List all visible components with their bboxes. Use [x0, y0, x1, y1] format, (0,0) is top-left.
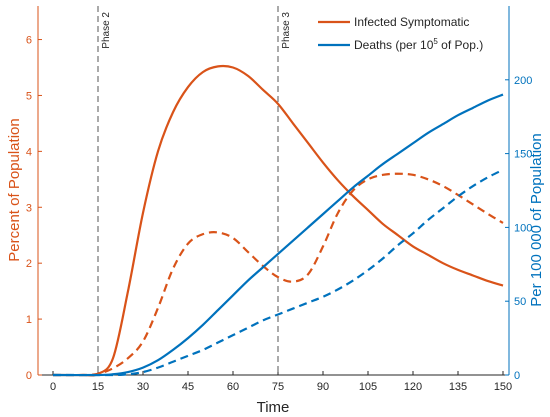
x-tick-label: 90	[317, 381, 329, 393]
ticks-layer: 0 15 30 45 60 75 90 105 120 135 150012345605010015…	[26, 35, 532, 393]
y-axis-right-label: Per 100 000 of Population	[528, 133, 545, 306]
legend-item-infected: Infected Symptomatic	[318, 15, 469, 29]
x-tick-label: 45	[182, 381, 194, 393]
phase-label: Phase 2	[101, 12, 112, 49]
x-axis-label: Time	[257, 399, 290, 416]
legend: Infected Symptomatic Deaths (per 105 of …	[318, 15, 483, 52]
series-line-0	[52, 64, 504, 377]
series-line-2	[52, 93, 504, 377]
legend-label-deaths: Deaths (per 105 of Pop.)	[354, 37, 483, 52]
x-tick-label: 0	[50, 381, 56, 393]
y-left-tick-label: 3	[26, 202, 32, 214]
x-tick-label: 135	[449, 381, 467, 393]
x-tick-label: 60	[227, 381, 239, 393]
x-tick-label: 75	[272, 381, 284, 393]
legend-label-infected: Infected Symptomatic	[354, 15, 469, 29]
y-right-tick-label: 100	[514, 222, 532, 234]
x-tick-label: 105	[359, 381, 377, 393]
x-tick-label: 150	[494, 381, 512, 393]
legend-label-deaths-post: of Pop.)	[438, 38, 483, 52]
y-left-tick-label: 5	[26, 90, 32, 102]
y-left-tick-label: 6	[26, 35, 32, 47]
x-tick-label: 30	[137, 381, 149, 393]
y-left-tick-label: 4	[26, 146, 32, 158]
y-left-tick-label: 1	[26, 314, 32, 326]
legend-label-deaths-pre: Deaths (per 10	[354, 38, 434, 52]
y-left-tick-label: 0	[26, 370, 32, 382]
phase-label: Phase 3	[281, 12, 292, 49]
x-tick-label: 120	[404, 381, 422, 393]
y-right-tick-label: 0	[514, 370, 520, 382]
series-line-3	[52, 168, 504, 377]
legend-label-deaths-sup: 5	[433, 37, 438, 46]
x-tick-label: 15	[92, 381, 104, 393]
series-layer	[52, 64, 504, 377]
legend-item-deaths: Deaths (per 105 of Pop.)	[318, 37, 483, 52]
y-right-tick-label: 200	[514, 75, 532, 87]
y-axis-left-label: Percent of Population	[6, 118, 23, 261]
phase-lines-layer: Phase 2 Phase 3	[97, 6, 292, 375]
y-right-tick-label: 50	[514, 296, 526, 308]
y-right-tick-label: 150	[514, 149, 532, 161]
series-line-1	[52, 172, 504, 377]
y-left-tick-label: 2	[26, 258, 32, 270]
